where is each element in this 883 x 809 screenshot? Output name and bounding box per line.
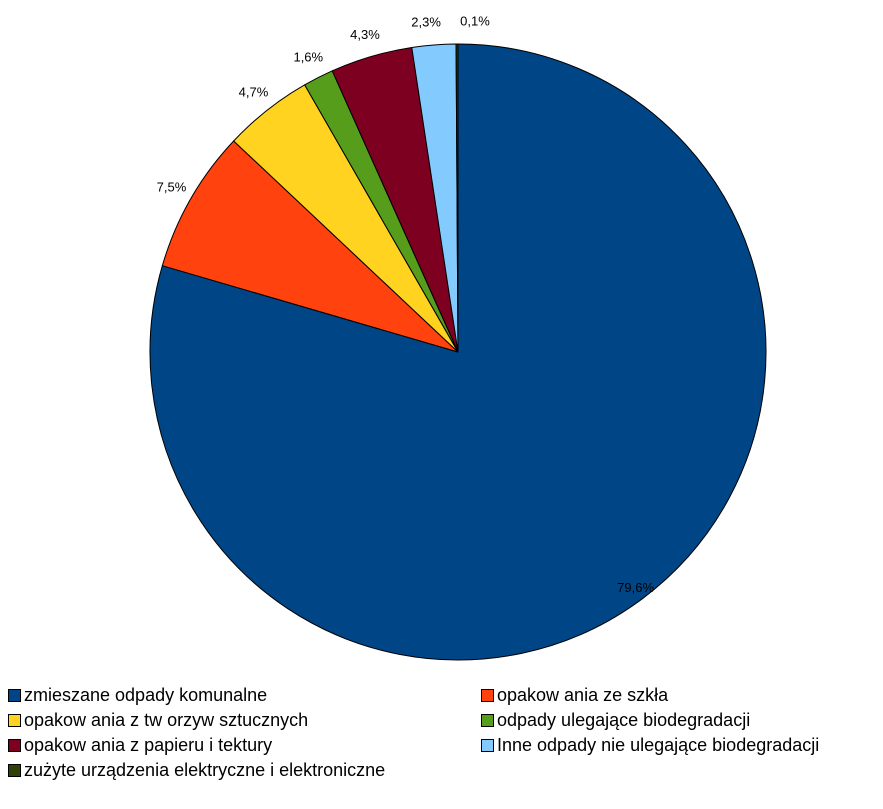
legend-swatch [481, 713, 494, 727]
pie-slice-opakow-ania-ze-szkla [161, 140, 459, 353]
legend-item-zuzyte-urzadzenia-elektryczne-i-elektroniczne: zużyte urządzenia elektryczne i elektron… [8, 758, 385, 782]
data-label-odpady-ulegajace-biodegradacji: 1,6% [293, 49, 323, 64]
legend-swatch [8, 688, 21, 702]
legend-swatch [481, 738, 494, 752]
legend-item-opakow-ania-z-papieru-i-tektury: opakow ania z papieru i tektury [8, 733, 272, 757]
legend-label: opakow ania z tw orzyw sztucznych [24, 709, 309, 730]
data-label-inne-odpady-nie-ulegajace-biodegradacji: 2,3% [411, 14, 441, 29]
legend-swatch [481, 688, 494, 702]
legend-item-odpady-ulegajace-biodegradacji: odpady ulegające biodegradacji [481, 708, 750, 732]
data-label-opakow-ania-z-tw-orzyw-sztucznych: 4,7% [239, 84, 269, 99]
legend-swatch [8, 713, 21, 727]
data-label-zmieszane-odpady-komunalne: 79,6% [617, 580, 654, 595]
legend-item-opakow-ania-z-tw-orzyw-sztucznych: opakow ania z tw orzyw sztucznych [8, 708, 308, 732]
legend-label: opakow ania ze szkła [497, 684, 669, 705]
legend-label: opakow ania z papieru i tektury [24, 734, 273, 755]
legend-item-opakow-ania-ze-szkla: opakow ania ze szkła [481, 683, 668, 707]
legend-label: zmieszane odpady komunalne [24, 684, 268, 705]
pie-slice-zmieszane-odpady-komunalne [149, 43, 767, 661]
legend-label: zużyte urządzenia elektryczne i elektron… [24, 759, 386, 780]
pie-chart: 79,6% 7,5% 4,7% 1,6% 4,3% 2,3% 0,1% [149, 13, 767, 661]
data-labels: 79,6% 7,5% 4,7% 1,6% 4,3% 2,3% 0,1% [157, 13, 655, 595]
legend-label: Inne odpady nie ulegające biodegradacji [497, 734, 820, 755]
pie-slice-zuzyte-urzadzenia-elektryczne-i-elektroniczne [455, 43, 459, 353]
pie-slices [149, 43, 767, 661]
legend-item-zmieszane-odpady-komunalne: zmieszane odpady komunalne [8, 683, 267, 707]
data-label-zuzyte-urzadzenia-elektryczne-i-elektroniczne: 0,1% [460, 13, 490, 28]
legend-swatch [8, 763, 21, 777]
data-label-opakow-ania-z-papieru-i-tektury: 4,3% [350, 27, 380, 42]
legend-swatch [8, 738, 21, 752]
data-label-opakow-ania-ze-szkla: 7,5% [157, 180, 187, 195]
legend: zmieszane odpady komunalne opakow ania ze… [8, 683, 883, 807]
legend-item-inne-odpady-nie-ulegajace-biodegradacji: Inne odpady nie ulegające biodegradacji [481, 733, 819, 757]
legend-label: odpady ulegające biodegradacji [497, 709, 751, 730]
